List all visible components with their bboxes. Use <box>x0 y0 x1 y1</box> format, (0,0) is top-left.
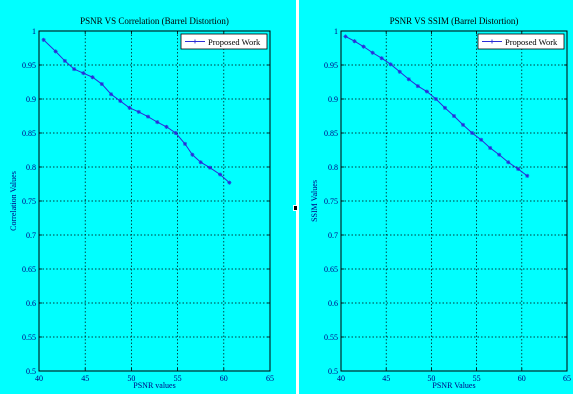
y-tick-label: 0.85 <box>324 129 338 138</box>
data-point <box>136 109 141 114</box>
data-point <box>424 89 429 94</box>
data-point <box>479 137 484 142</box>
legend-label: Proposed Work <box>208 37 261 47</box>
legend: Proposed Work <box>477 33 565 50</box>
x-tick-label: 60 <box>518 374 526 383</box>
data-point <box>406 77 411 82</box>
x-tick-label: 55 <box>473 374 481 383</box>
y-axis-label: Correlation Values <box>9 171 18 231</box>
legend: Proposed Work <box>180 33 268 50</box>
y-axis-label: SSIM Values <box>310 180 319 222</box>
y-tick-label: 0.7 <box>328 231 338 240</box>
y-tick-label: 0.65 <box>324 265 338 274</box>
x-axis-label: PSNR values <box>133 381 175 390</box>
y-tick-label: 0.6 <box>26 299 36 308</box>
data-point <box>470 131 475 135</box>
data-point <box>155 120 160 125</box>
y-tick-label: 0.5 <box>26 367 36 376</box>
data-point <box>182 141 187 146</box>
y-tick-label: 0.9 <box>328 95 338 104</box>
x-tick-label: 45 <box>81 374 89 383</box>
data-point <box>379 56 384 61</box>
legend-box <box>180 33 268 50</box>
data-point <box>461 122 466 127</box>
data-point <box>516 167 521 172</box>
x-tick-label: 50 <box>427 374 435 383</box>
data-point <box>442 105 447 110</box>
y-tick-label: 0.8 <box>26 163 36 172</box>
data-point <box>415 84 420 89</box>
data-point <box>190 152 195 157</box>
x-tick-label: 60 <box>220 374 228 383</box>
data-point <box>41 37 46 42</box>
legend-box <box>477 33 565 50</box>
x-tick-label: 40 <box>337 374 345 383</box>
legend-label: Proposed Work <box>505 37 558 47</box>
data-point <box>173 131 178 135</box>
x-tick-label: 40 <box>35 374 43 383</box>
data-point <box>118 99 123 104</box>
data-point <box>433 97 438 101</box>
data-point <box>109 92 114 97</box>
y-tick-label: 0.9 <box>26 95 36 104</box>
data-point <box>72 67 77 72</box>
data-point <box>227 180 232 185</box>
chart-title: PSNR VS SSIM (Barrel Distortion) <box>390 16 519 26</box>
data-point <box>397 69 402 74</box>
y-tick-label: 0.95 <box>22 61 36 70</box>
x-tick-label: 45 <box>382 374 390 383</box>
chart-title: PSNR VS Correlation (Barrel Distortion) <box>80 16 229 26</box>
data-point <box>99 82 104 87</box>
data-point <box>361 44 366 49</box>
data-point <box>352 39 357 44</box>
x-tick-label: 65 <box>563 374 571 383</box>
ssim-chart: PSNR VS SSIM (Barrel Distortion) 40 45 50 55… <box>310 16 571 390</box>
y-tick-label: 0.55 <box>324 333 338 342</box>
y-tick-label: 1 <box>32 27 36 36</box>
data-point <box>452 114 456 118</box>
data-point <box>343 34 348 39</box>
y-tick-label: 0.75 <box>22 197 36 206</box>
y-tick-label: 0.55 <box>22 333 36 342</box>
x-tick-label: 55 <box>174 374 182 383</box>
data-point <box>90 75 95 80</box>
panel-divider[interactable] <box>296 0 299 394</box>
x-tick-label: 65 <box>266 374 274 383</box>
data-point <box>388 62 393 67</box>
data-point <box>218 172 223 177</box>
y-tick-label: 0.85 <box>22 129 36 138</box>
y-tick-label: 0.5 <box>328 367 338 376</box>
data-point <box>146 114 151 119</box>
data-point <box>488 145 493 150</box>
y-tick-label: 0.7 <box>26 231 36 240</box>
data-point <box>370 50 375 55</box>
y-tick-label: 0.75 <box>324 197 338 206</box>
x-tick-label: 50 <box>127 374 135 383</box>
data-point <box>497 152 502 157</box>
y-tick-label: 0.6 <box>328 299 338 308</box>
data-point <box>53 49 58 54</box>
data-point <box>62 58 67 63</box>
correlation-chart: PSNR VS Correlation (Barrel Distortion) 4… <box>9 16 274 390</box>
y-tick-label: 0.65 <box>22 265 36 274</box>
data-point <box>198 160 203 165</box>
y-tick-label: 1 <box>334 27 338 36</box>
y-tick-label: 0.8 <box>328 163 338 172</box>
data-point <box>506 160 511 165</box>
data-point <box>207 165 212 170</box>
data-point <box>525 173 530 178</box>
left-chart-panel: PSNR VS Correlation (Barrel Distortion) 4… <box>9 16 274 390</box>
data-point <box>81 71 86 76</box>
right-chart-panel: PSNR VS SSIM (Barrel Distortion) 40 45 50 55… <box>299 0 573 394</box>
x-axis-label: PSNR Values <box>432 381 475 390</box>
data-point <box>127 105 132 110</box>
data-point <box>164 124 169 129</box>
y-tick-label: 0.95 <box>324 61 338 70</box>
